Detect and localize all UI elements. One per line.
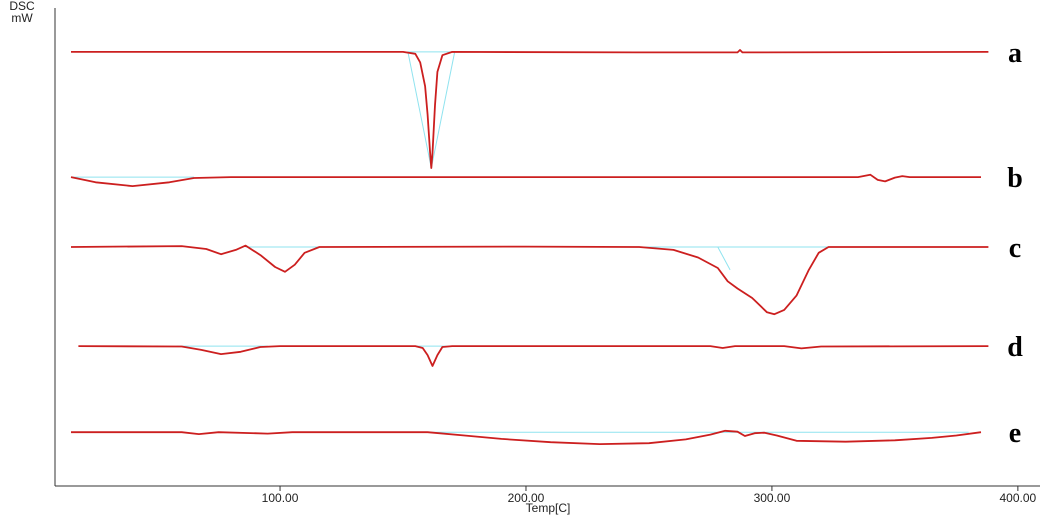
series-label: e xyxy=(1009,418,1021,449)
y-label-line: DSC xyxy=(9,0,35,13)
series-label: a xyxy=(1008,38,1022,69)
dsc-curve xyxy=(78,345,989,367)
baseline xyxy=(245,246,846,271)
dsc-curve xyxy=(70,173,981,187)
series-label: d xyxy=(1007,332,1023,363)
x-axis-label: Temp[C] xyxy=(526,501,571,515)
dsc-curve xyxy=(70,244,989,316)
x-tick-label: 200.00 xyxy=(508,491,545,505)
x-tick-label: 300.00 xyxy=(754,491,791,505)
dsc-curve xyxy=(71,49,989,169)
y-label-line: mW xyxy=(11,11,33,25)
x-tick-label: 100.00 xyxy=(262,491,299,505)
series-label: c xyxy=(1009,233,1021,264)
dsc-curve xyxy=(71,429,982,445)
x-tick-label: 400.00 xyxy=(1000,491,1037,505)
series-label: b xyxy=(1007,163,1023,194)
baseline xyxy=(407,51,456,169)
